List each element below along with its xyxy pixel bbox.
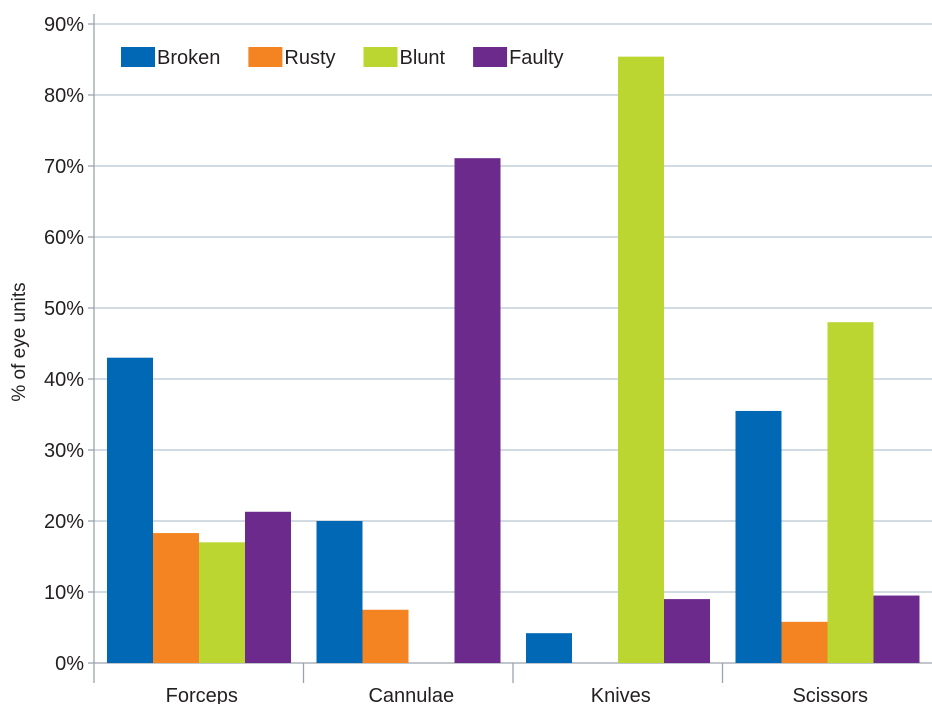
- y-axis-label: % of eye units: [9, 282, 30, 401]
- bar-rusty-cannulae: [362, 609, 409, 663]
- y-tick-label: 0%: [55, 653, 84, 675]
- y-tick-label: 10%: [44, 582, 84, 604]
- x-tick-label: Scissors: [792, 685, 868, 704]
- y-tick-label: 70%: [44, 156, 84, 178]
- y-tick-label: 40%: [44, 369, 84, 391]
- legend-swatch: [248, 47, 283, 67]
- legend-label: Rusty: [284, 47, 335, 69]
- x-tick-label: Forceps: [166, 685, 238, 704]
- bar-broken-knives: [526, 633, 572, 663]
- y-tick-label: 60%: [44, 227, 84, 249]
- y-tick-label: 90%: [44, 14, 84, 36]
- y-tick-label: 80%: [44, 85, 84, 107]
- legend-label: Faulty: [509, 47, 563, 69]
- bar-blunt-scissors: [827, 322, 874, 663]
- bar-rusty-scissors: [781, 621, 828, 663]
- legend-label: Broken: [157, 47, 220, 69]
- bars: [107, 56, 920, 664]
- legend: Broken Rusty Blunt Faulty: [121, 47, 564, 69]
- x-tick-label: Cannulae: [368, 685, 454, 704]
- legend-swatch: [473, 47, 508, 67]
- legend-swatch: [121, 47, 155, 67]
- x-tick-label: Knives: [591, 685, 651, 704]
- gridlines: [94, 23, 932, 593]
- y-tick-labels: 0% 10% 20% 30% 40% 50% 60% 70% 80% 90%: [44, 14, 84, 675]
- y-tick-label: 50%: [44, 298, 84, 320]
- y-tick-label: 30%: [44, 440, 84, 462]
- bar-broken-scissors: [735, 410, 782, 663]
- bar-blunt-forceps: [199, 542, 245, 663]
- bar-faulty-forceps: [245, 511, 291, 663]
- x-tick-labels: Forceps Cannulae Knives Scissors: [166, 685, 868, 707]
- legend-swatch: [363, 47, 398, 67]
- bar-faulty-cannulae: [454, 158, 501, 663]
- bar-broken-forceps: [107, 357, 153, 663]
- legend-label: Blunt: [400, 47, 446, 69]
- bar-rusty-forceps: [153, 533, 199, 663]
- bar-broken-cannulae: [316, 521, 363, 663]
- bar-faulty-knives: [664, 599, 710, 663]
- y-tick-label: 20%: [44, 511, 84, 533]
- bar-blunt-knives: [618, 56, 664, 664]
- bar-faulty-scissors: [873, 595, 920, 663]
